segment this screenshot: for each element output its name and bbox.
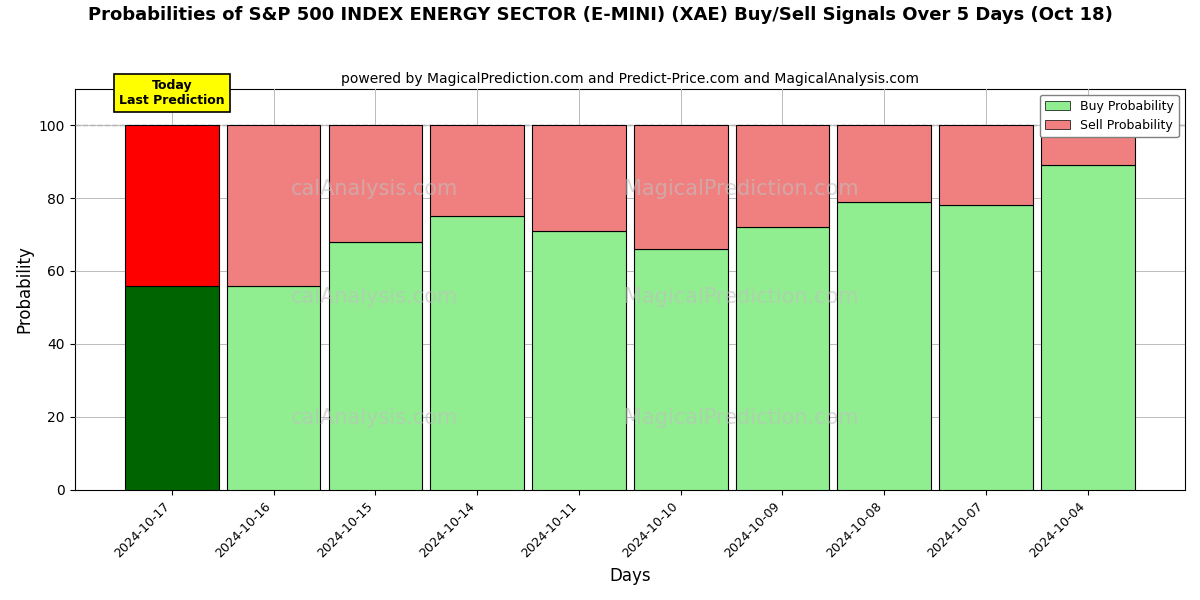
Bar xyxy=(838,125,931,202)
Bar xyxy=(227,125,320,286)
Bar xyxy=(532,231,625,490)
Bar xyxy=(736,227,829,490)
Text: calAnalysis.com: calAnalysis.com xyxy=(290,287,458,307)
Bar xyxy=(940,125,1033,205)
Text: Probabilities of S&P 500 INDEX ENERGY SECTOR (E-MINI) (XAE) Buy/Sell Signals Ove: Probabilities of S&P 500 INDEX ENERGY SE… xyxy=(88,6,1112,24)
Legend: Buy Probability, Sell Probability: Buy Probability, Sell Probability xyxy=(1040,95,1178,137)
Text: calAnalysis.com: calAnalysis.com xyxy=(290,407,458,428)
Text: calAnalysis.com: calAnalysis.com xyxy=(290,179,458,199)
Bar xyxy=(1040,125,1134,165)
Bar xyxy=(736,125,829,227)
Bar xyxy=(634,249,727,490)
Bar xyxy=(532,125,625,231)
Bar xyxy=(940,205,1033,490)
X-axis label: Days: Days xyxy=(610,567,650,585)
Bar xyxy=(227,286,320,490)
Bar xyxy=(431,125,524,216)
Bar xyxy=(125,286,218,490)
Bar xyxy=(125,125,218,286)
Text: MagicalPrediction.com: MagicalPrediction.com xyxy=(624,179,858,199)
Title: powered by MagicalPrediction.com and Predict-Price.com and MagicalAnalysis.com: powered by MagicalPrediction.com and Pre… xyxy=(341,72,919,86)
Bar xyxy=(431,216,524,490)
Y-axis label: Probability: Probability xyxy=(16,245,34,333)
Bar xyxy=(329,242,422,490)
Bar xyxy=(329,125,422,242)
Bar xyxy=(634,125,727,249)
Text: Today
Last Prediction: Today Last Prediction xyxy=(119,79,224,107)
Bar xyxy=(838,202,931,490)
Text: MagicalPrediction.com: MagicalPrediction.com xyxy=(624,287,858,307)
Bar xyxy=(1040,165,1134,490)
Text: MagicalPrediction.com: MagicalPrediction.com xyxy=(624,407,858,428)
